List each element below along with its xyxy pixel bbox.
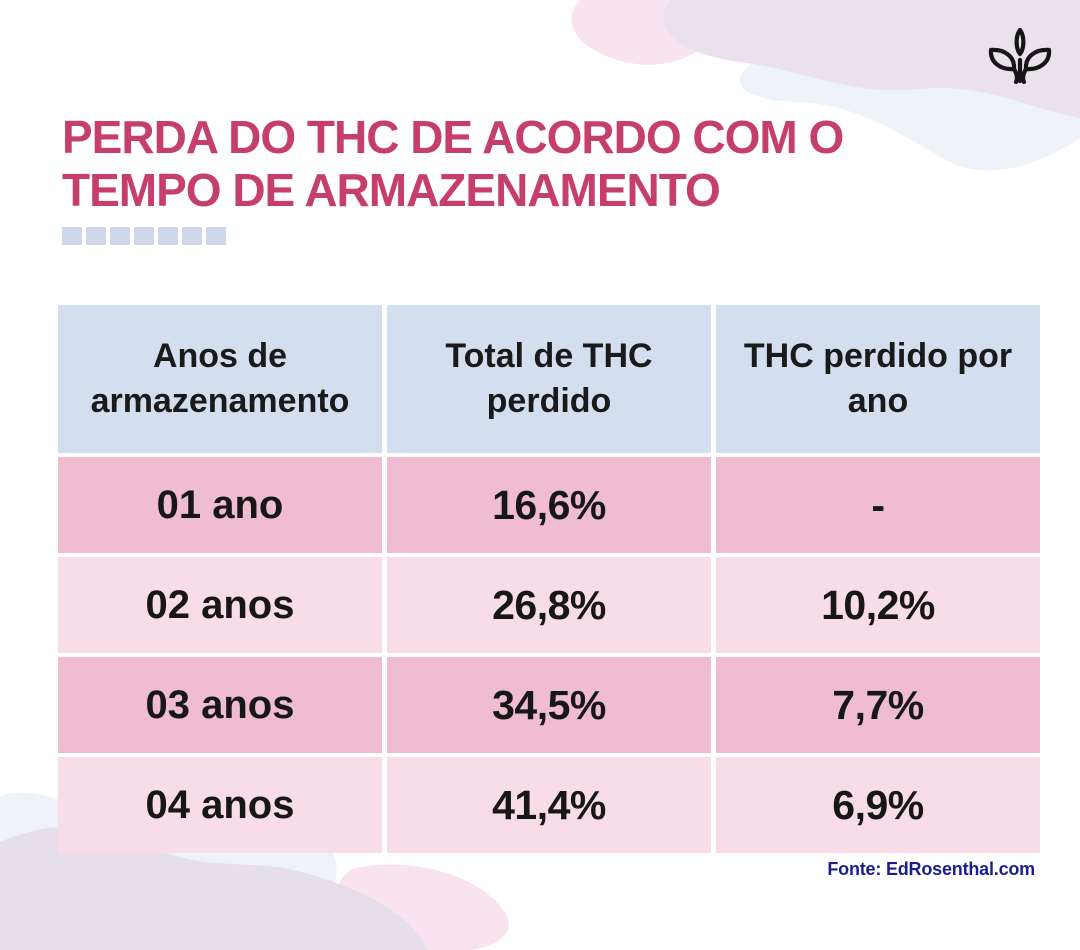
top-right-blob-decoration [571, 0, 1080, 171]
dash-square [62, 227, 82, 245]
blob-blue-gray [739, 54, 1080, 171]
table-cell-row4-total: 41,4% [387, 757, 711, 853]
leaf-center [1014, 27, 1026, 57]
dash-square [86, 227, 106, 245]
leaf-right-stem [1020, 66, 1029, 85]
table-cell-row1-per-year: - [716, 457, 1040, 553]
thc-loss-table: Anos de armazenamento Total de THC perdi… [58, 305, 1040, 853]
blob-lavender [663, 0, 1080, 118]
page-title: PERDA DO THC DE ACORDO COM O TEMPO DE AR… [62, 111, 844, 217]
source-attribution: Fonte: EdRosenthal.com [827, 859, 1035, 879]
table-cell-row3-label: 03 anos [58, 657, 382, 753]
page-title-line2: TEMPO DE ARMAZENAMENTO [62, 164, 721, 216]
blob-lavender [0, 826, 428, 950]
table-cell-row2-label: 02 anos [58, 557, 382, 653]
title-underline-dashes [62, 227, 226, 245]
column-header-total-de-thc-perdido: Total de THC perdido [387, 305, 711, 453]
table-cell-row4-label: 04 anos [58, 757, 382, 853]
table-cell-row2-total: 26,8% [387, 557, 711, 653]
dash-square [182, 227, 202, 245]
column-header-thc-perdido-por-ano: THC perdido por ano [716, 305, 1040, 453]
dash-square [206, 227, 226, 245]
page-title-line1: PERDA DO THC DE ACORDO COM O [62, 111, 844, 163]
leaf-left-stem [1011, 66, 1020, 85]
dash-square [158, 227, 178, 245]
table-cell-row1-label: 01 ano [58, 457, 382, 553]
leaf-right [1023, 47, 1052, 72]
table-cell-row4-per-year: 6,9% [716, 757, 1040, 853]
table-cell-row2-per-year: 10,2% [716, 557, 1040, 653]
dash-square [110, 227, 130, 245]
dash-square [134, 227, 154, 245]
sprout-leaf-icon [988, 27, 1052, 85]
table-cell-row3-per-year: 7,7% [716, 657, 1040, 753]
column-header-anos-de-armazenamento: Anos de armazenamento [58, 305, 382, 453]
leaf-left [988, 47, 1017, 72]
table-cell-row1-total: 16,6% [387, 457, 711, 553]
table-cell-row3-total: 34,5% [387, 657, 711, 753]
